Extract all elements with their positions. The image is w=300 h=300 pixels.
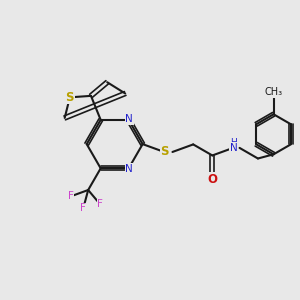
Text: N: N [230,143,238,153]
Text: F: F [97,200,103,209]
Text: S: S [160,146,169,158]
Text: H: H [230,138,237,147]
Text: F: F [68,191,74,202]
Text: F: F [80,203,86,213]
Text: O: O [207,172,217,185]
Text: S: S [66,91,74,104]
Text: N: N [125,164,133,174]
Text: N: N [125,114,133,124]
Text: CH₃: CH₃ [265,87,283,97]
